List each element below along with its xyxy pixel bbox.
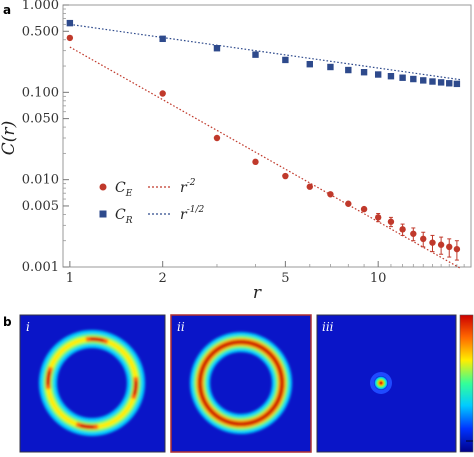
point-cr bbox=[374, 71, 382, 78]
point-ce bbox=[282, 172, 289, 180]
point-ce bbox=[437, 241, 445, 248]
point-ce bbox=[399, 226, 406, 233]
colorbar-gradient bbox=[459, 314, 474, 453]
point-cr bbox=[306, 60, 313, 68]
legend-label-ce-base: C bbox=[115, 180, 126, 196]
heatmap-iii-label: iii bbox=[322, 320, 334, 334]
fit-lines bbox=[69, 23, 461, 269]
legend-fit-ce-base: r bbox=[180, 180, 188, 196]
ring-ii-core bbox=[198, 340, 284, 426]
heatmap-ii-label: ii bbox=[177, 320, 185, 334]
legend-marker-ce bbox=[99, 183, 107, 191]
point-ce bbox=[327, 191, 334, 198]
legend-label-ce: CE bbox=[115, 180, 133, 199]
point-cr bbox=[159, 35, 166, 43]
point-cr bbox=[446, 80, 453, 87]
point-cr bbox=[213, 45, 221, 52]
legend-label-cr-sub: R bbox=[125, 216, 133, 226]
legend-marker-cr bbox=[99, 210, 107, 218]
heatmap-panel-ii: ii bbox=[170, 314, 312, 453]
log-log-plot: 1 2 5 10 0.001 0.005 0.010 0.050 0.100 0.500 1.000… bbox=[0, 0, 472, 303]
legend-fit-cr-base: r bbox=[180, 207, 188, 223]
point-cr bbox=[387, 73, 395, 80]
heatmap-panel-i: i bbox=[19, 314, 166, 453]
point-ce bbox=[374, 214, 382, 221]
point-cr bbox=[282, 56, 289, 64]
y-axis-label: C(r) bbox=[0, 121, 19, 155]
colorbar bbox=[459, 314, 474, 453]
point-cr bbox=[360, 69, 368, 76]
point-cr bbox=[429, 78, 436, 85]
panel-b-label: b bbox=[3, 315, 12, 329]
point-ce bbox=[345, 200, 352, 207]
point-ce bbox=[213, 134, 221, 142]
point-ce bbox=[252, 158, 259, 166]
point-ce bbox=[66, 34, 74, 42]
fit-line-r-minus-half bbox=[69, 23, 461, 81]
point-cr bbox=[453, 80, 461, 88]
point-cr bbox=[327, 63, 334, 71]
x-tick-label: 5 bbox=[281, 271, 289, 286]
point-ce bbox=[159, 90, 166, 97]
axis-ticks: 1 2 5 10 0.001 0.005 0.010 0.050 0.100 0.500 1.000 bbox=[22, 0, 465, 286]
ring-i-hotspot-cores bbox=[46, 337, 138, 429]
legend-fit-cr: r-1/2 bbox=[180, 205, 205, 223]
point-cr bbox=[252, 51, 259, 58]
x-axis-label: r bbox=[253, 283, 262, 303]
point-cr bbox=[410, 75, 417, 83]
point-cr bbox=[437, 79, 445, 86]
x-tick-label: 2 bbox=[159, 271, 167, 286]
point-ce bbox=[429, 239, 436, 246]
y-tick-label: 0.001 bbox=[22, 260, 59, 275]
point-ce bbox=[360, 205, 368, 213]
y-tick-label: 0.010 bbox=[22, 173, 59, 188]
x-tick-label: 1 bbox=[66, 271, 74, 286]
point-ce bbox=[306, 183, 313, 190]
y-tick-label: 1.000 bbox=[22, 0, 59, 13]
point-cr bbox=[420, 77, 427, 84]
legend: CE r-2 CR r-1/2 bbox=[99, 178, 205, 226]
point-ce bbox=[410, 230, 417, 237]
plot-frame bbox=[62, 4, 472, 268]
point-cr bbox=[66, 19, 74, 27]
legend-label-ce-sub: E bbox=[125, 189, 133, 199]
y-tick-label: 0.100 bbox=[22, 85, 59, 100]
point-ce bbox=[420, 235, 427, 243]
point-cr bbox=[345, 66, 352, 74]
legend-label-cr: CR bbox=[115, 207, 133, 226]
fit-line-r-minus-2 bbox=[69, 46, 461, 269]
point-cr bbox=[399, 74, 406, 81]
y-tick-label: 0.500 bbox=[22, 24, 59, 39]
point-ce bbox=[387, 218, 395, 225]
heatmap-i-label: i bbox=[26, 320, 30, 334]
point-ce bbox=[453, 245, 461, 253]
legend-fit-ce: r-2 bbox=[180, 178, 196, 196]
legend-fit-cr-sup: -1/2 bbox=[187, 205, 205, 215]
legend-fit-ce-sup: -2 bbox=[187, 178, 196, 188]
point-ce bbox=[446, 243, 453, 251]
y-tick-label: 0.005 bbox=[22, 199, 59, 214]
panel-a-label: a bbox=[3, 3, 11, 17]
dot-iii-core bbox=[374, 376, 388, 390]
x-tick-label: 10 bbox=[370, 271, 387, 286]
legend-label-cr-base: C bbox=[115, 207, 126, 223]
y-tick-label: 0.050 bbox=[22, 112, 59, 127]
heatmap-panel-iii: iii bbox=[316, 314, 457, 453]
data-points bbox=[66, 19, 461, 261]
